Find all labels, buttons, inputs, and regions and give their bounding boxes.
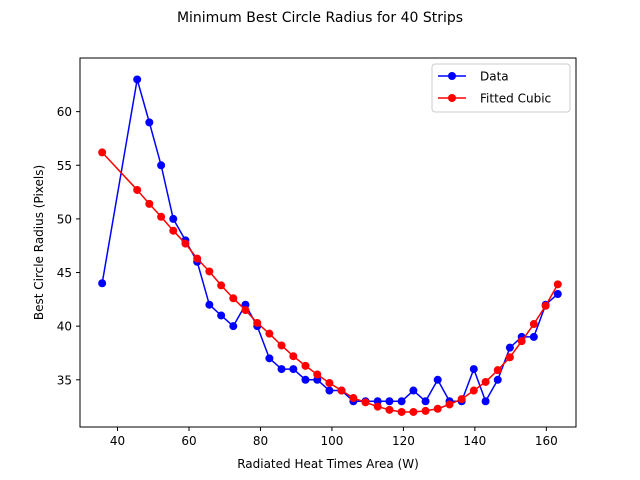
legend-label: Data [480, 70, 509, 84]
data-point [169, 226, 178, 235]
data-point [529, 320, 538, 329]
y-tick-label: 40 [57, 320, 72, 334]
data-point [157, 161, 166, 170]
data-point [337, 386, 346, 395]
data-point [481, 397, 490, 406]
data-point [553, 289, 562, 298]
data-point [145, 199, 154, 208]
data-point [253, 318, 262, 327]
y-tick-label: 45 [57, 266, 72, 280]
x-tick-label: 140 [463, 434, 486, 448]
series-line [101, 151, 559, 413]
y-tick-label: 55 [57, 159, 72, 173]
data-point [277, 365, 286, 374]
data-point [241, 306, 250, 315]
data-point [433, 375, 442, 384]
data-point [445, 400, 454, 409]
data-point [301, 361, 310, 370]
data-point [265, 329, 274, 338]
data-point [433, 404, 442, 413]
data-point [349, 394, 358, 403]
data-point [181, 239, 190, 248]
y-tick-label: 35 [57, 373, 72, 387]
data-point [205, 300, 214, 309]
legend-marker [448, 94, 456, 102]
data-point [157, 212, 166, 221]
data-point [217, 281, 226, 290]
x-tick-label: 160 [535, 434, 558, 448]
legend-label: Fitted Cubic [480, 92, 551, 106]
data-point [145, 118, 154, 127]
data-point [385, 397, 394, 406]
data-point [481, 377, 490, 386]
data-point [493, 375, 502, 384]
data-point [98, 279, 107, 288]
data-point [133, 185, 142, 194]
data-point [229, 322, 238, 331]
data-point [505, 343, 514, 352]
x-tick-label: 40 [110, 434, 125, 448]
y-axis: 35 40 45 50 55 60 [57, 105, 80, 387]
x-tick-label: 80 [253, 434, 268, 448]
y-tick-label: 60 [57, 105, 72, 119]
data-point [313, 370, 322, 379]
data-point [277, 341, 286, 350]
data-point [517, 337, 526, 346]
data-point [457, 395, 466, 404]
data-point [361, 398, 370, 407]
data-point [289, 352, 298, 361]
data-point [409, 386, 418, 395]
data-point [325, 386, 334, 395]
data-point [421, 397, 430, 406]
legend-box [431, 63, 571, 113]
data-point [397, 407, 406, 416]
x-axis: 40 60 80 100 120 140 160 [110, 427, 558, 448]
x-tick-label: 60 [181, 434, 196, 448]
x-axis-label: Radiated Heat Times Area (W) [237, 457, 419, 471]
data-point [505, 353, 514, 362]
data-point [169, 214, 178, 223]
series-data [98, 75, 562, 406]
y-tick-label: 50 [57, 212, 72, 226]
data-point [265, 354, 274, 363]
data-point [301, 375, 310, 384]
data-point [193, 254, 202, 263]
data-point [98, 148, 107, 157]
data-point [289, 365, 298, 374]
data-point [493, 366, 502, 375]
x-tick-label: 100 [320, 434, 343, 448]
data-point [385, 405, 394, 414]
data-point [469, 365, 478, 374]
legend: Data Fitted Cubic [431, 63, 571, 113]
series-line [101, 78, 559, 403]
plot-frame [79, 57, 577, 428]
legend-marker [448, 72, 456, 80]
data-point [421, 406, 430, 415]
data-point [133, 75, 142, 84]
data-point [553, 280, 562, 289]
data-point [469, 386, 478, 395]
data-point [325, 379, 334, 388]
data-point [217, 311, 226, 320]
y-axis-label: Best Circle Radius (Pixels) [32, 165, 46, 320]
chart-title: Minimum Best Circle Radius for 40 Strips [177, 10, 463, 26]
data-point [529, 332, 538, 341]
data-point [373, 402, 382, 411]
data-point [205, 267, 214, 276]
data-point [397, 397, 406, 406]
series-fitted-cubic [98, 148, 562, 416]
data-point [409, 407, 418, 416]
data-point [541, 301, 550, 310]
data-point [229, 294, 238, 303]
x-tick-label: 120 [392, 434, 415, 448]
